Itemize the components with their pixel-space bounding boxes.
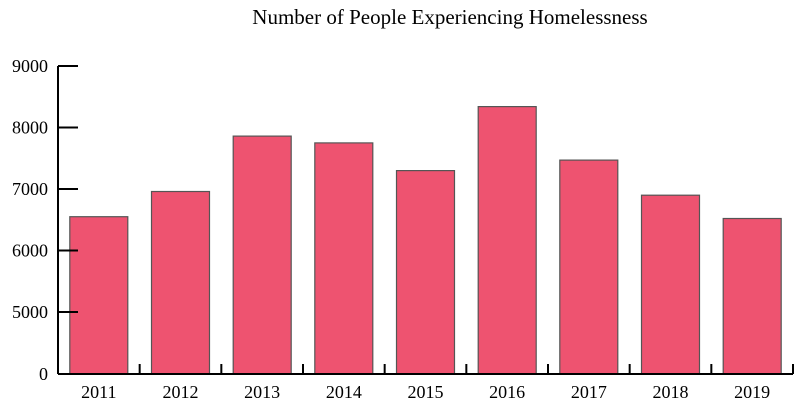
bar-2014 bbox=[314, 142, 374, 375]
x-tick-label-2015: 2015 bbox=[408, 382, 444, 402]
x-tick-label-2013: 2013 bbox=[244, 382, 280, 402]
y-tick-label-5000: 5000 bbox=[12, 302, 48, 322]
y-tick-label-0: 0 bbox=[39, 364, 48, 384]
y-tick-label-8000: 8000 bbox=[12, 118, 48, 138]
bar-2015 bbox=[395, 170, 456, 375]
bar-2018 bbox=[640, 194, 701, 375]
bar-2013 bbox=[232, 135, 292, 375]
x-tick-labels: 2011 2012 2013 2014 2015 2016 2017 2018 2019 bbox=[81, 382, 770, 402]
axes-group bbox=[57, 65, 794, 375]
bar-2016 bbox=[477, 105, 537, 375]
x-tick-label-2016: 2016 bbox=[489, 382, 525, 402]
y-tick-label-7000: 7000 bbox=[12, 179, 48, 199]
x-tick-label-2017: 2017 bbox=[571, 382, 607, 402]
y-tick-labels: 0 5000 6000 7000 8000 9000 bbox=[12, 56, 48, 384]
x-tick-label-2011: 2011 bbox=[81, 382, 116, 402]
x-tick-label-2012: 2012 bbox=[163, 382, 199, 402]
bar-2012 bbox=[150, 190, 211, 375]
x-tick-label-2014: 2014 bbox=[326, 382, 362, 402]
bar-2011 bbox=[69, 216, 129, 375]
y-tick-label-9000: 9000 bbox=[12, 56, 48, 76]
x-tick-label-2019: 2019 bbox=[734, 382, 770, 402]
chart-title: Number of People Experiencing Homelessne… bbox=[252, 5, 648, 29]
bar-2019 bbox=[722, 217, 782, 375]
bars-group bbox=[69, 105, 782, 375]
y-tick-label-6000: 6000 bbox=[12, 241, 48, 261]
x-tick-label-2018: 2018 bbox=[653, 382, 689, 402]
bar-2017 bbox=[559, 159, 619, 375]
